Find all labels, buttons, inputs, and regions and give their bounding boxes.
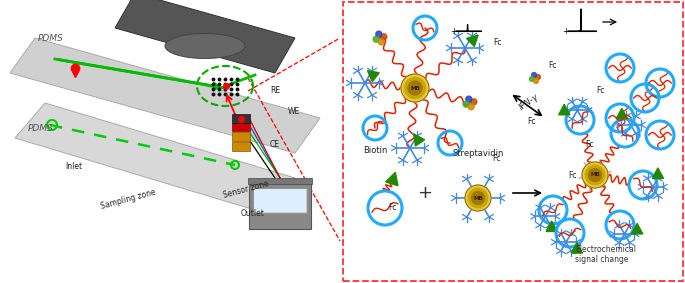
Circle shape [378,39,384,45]
FancyBboxPatch shape [0,0,330,283]
Circle shape [405,78,425,98]
Text: Magnetic: Magnetic [168,242,203,251]
Circle shape [373,36,379,42]
Ellipse shape [165,33,245,59]
Circle shape [534,79,538,83]
Circle shape [585,165,605,185]
Text: MB: MB [473,196,483,200]
Text: Fc: Fc [596,86,604,95]
Text: Streptavidin: Streptavidin [452,149,503,158]
Text: MB: MB [410,85,420,91]
Text: PDMS: PDMS [27,124,53,133]
Polygon shape [559,104,570,115]
Circle shape [469,188,488,208]
FancyBboxPatch shape [249,182,311,229]
Text: +: + [451,27,458,35]
Circle shape [536,75,540,80]
Text: Biotin: Biotin [363,146,387,155]
FancyBboxPatch shape [253,188,307,213]
Text: +: + [562,27,569,35]
Circle shape [532,72,536,77]
Circle shape [463,101,469,107]
Polygon shape [414,134,425,146]
Text: RE: RE [271,86,281,95]
Circle shape [466,96,472,102]
Circle shape [588,168,601,181]
FancyBboxPatch shape [248,178,312,184]
FancyBboxPatch shape [232,132,250,141]
Text: Fc: Fc [492,154,500,163]
Circle shape [471,99,477,105]
Text: Fc: Fc [548,61,556,70]
Polygon shape [632,224,643,234]
Text: Fc: Fc [586,140,594,149]
Text: IFN-γ: IFN-γ [518,92,541,112]
FancyBboxPatch shape [232,114,250,123]
Text: Fc: Fc [527,117,536,126]
Circle shape [582,162,608,188]
Text: PDMS: PDMS [38,34,64,43]
Text: +: + [417,184,432,202]
Text: Sensor zone: Sensor zone [223,179,270,200]
Polygon shape [115,0,295,73]
FancyBboxPatch shape [343,2,683,281]
Circle shape [468,104,474,110]
Text: Fc: Fc [493,38,501,47]
Text: Electrochemical
signal change: Electrochemical signal change [575,245,636,264]
Polygon shape [546,221,557,231]
Polygon shape [368,71,379,82]
Circle shape [408,81,422,95]
Polygon shape [10,38,320,153]
Polygon shape [466,35,478,46]
Circle shape [465,185,491,211]
Circle shape [376,31,382,37]
Polygon shape [571,243,582,253]
FancyBboxPatch shape [232,123,250,131]
Text: Fc: Fc [388,203,397,212]
Polygon shape [386,172,398,186]
Circle shape [381,34,387,40]
Text: Inlet: Inlet [65,162,82,171]
Circle shape [530,76,534,81]
Text: Outlet: Outlet [241,209,265,218]
Text: CE: CE [269,140,279,149]
Circle shape [401,74,429,102]
Polygon shape [616,108,627,119]
Polygon shape [652,168,664,178]
FancyBboxPatch shape [254,189,306,212]
Text: Sampling zone: Sampling zone [99,188,156,211]
Circle shape [471,192,484,205]
Polygon shape [15,103,295,213]
Text: WE: WE [288,107,300,116]
Text: MB: MB [590,173,600,177]
Text: Fc: Fc [569,171,577,180]
FancyBboxPatch shape [232,142,250,151]
